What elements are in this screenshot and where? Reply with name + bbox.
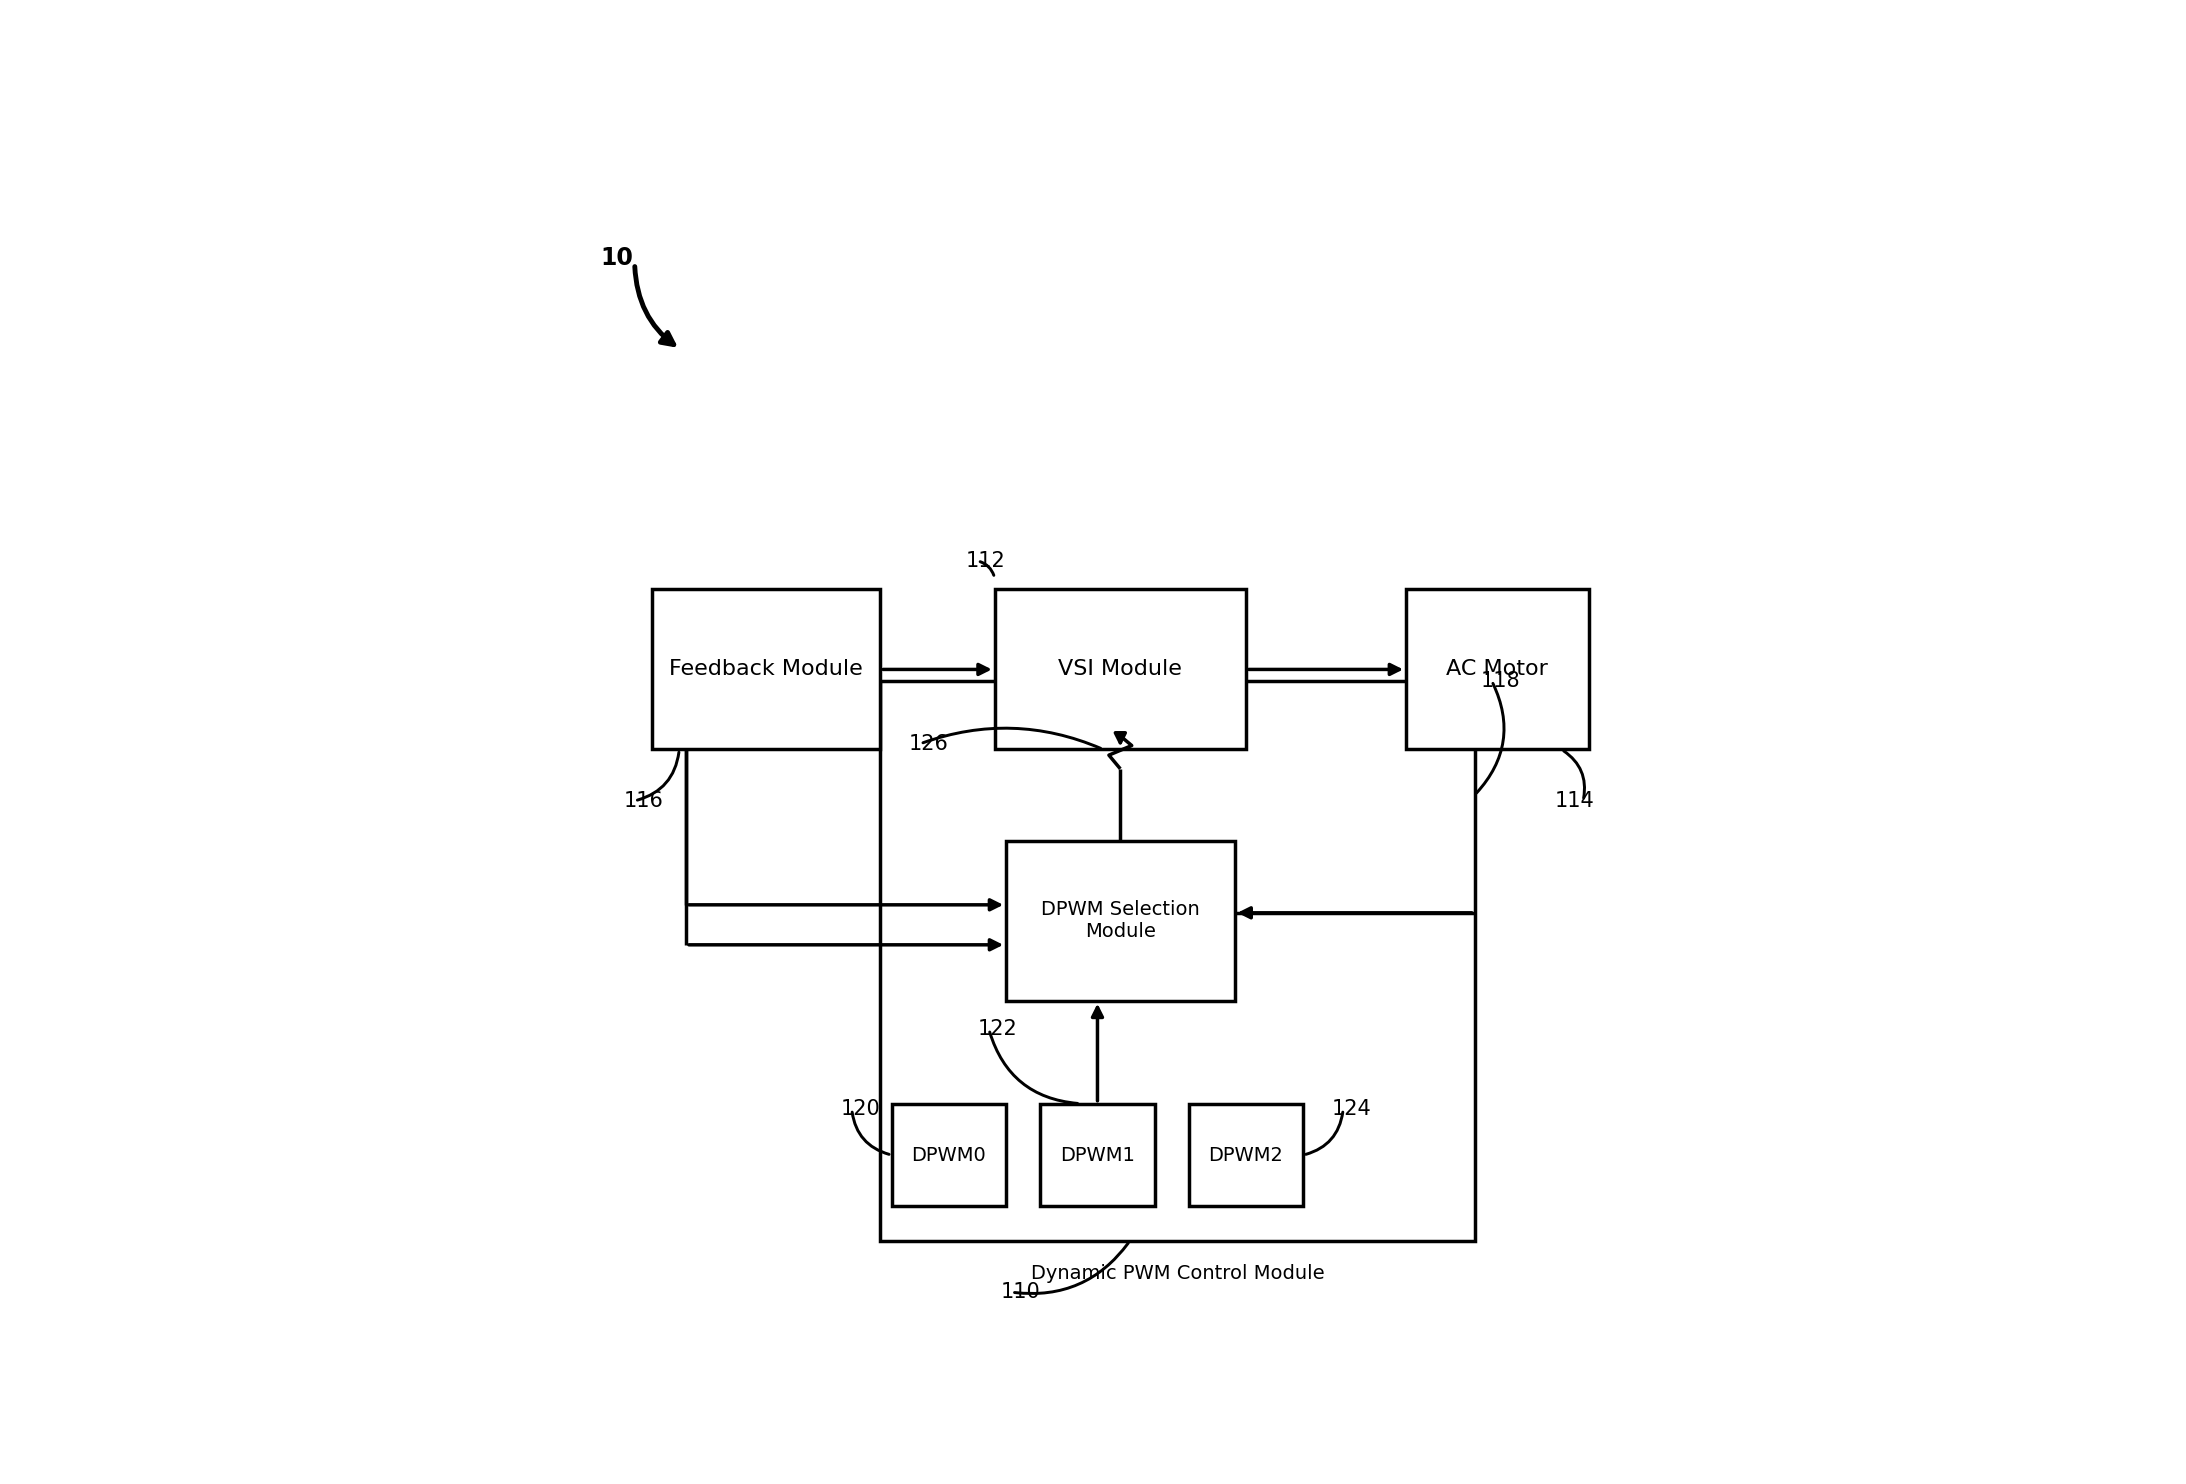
Text: 116: 116: [623, 791, 662, 810]
Bar: [1406, 589, 1589, 749]
Bar: [995, 589, 1246, 749]
Text: VSI Module: VSI Module: [1058, 659, 1183, 680]
Text: Dynamic PWM Control Module: Dynamic PWM Control Module: [1030, 1264, 1325, 1282]
Bar: [1189, 1104, 1303, 1206]
Bar: [1006, 841, 1235, 1000]
Text: DPWM1: DPWM1: [1060, 1146, 1135, 1165]
Bar: [1041, 1104, 1154, 1206]
Text: 126: 126: [909, 733, 949, 754]
Text: Feedback Module: Feedback Module: [669, 659, 863, 680]
Bar: [892, 1104, 1006, 1206]
Text: 120: 120: [839, 1100, 881, 1119]
Text: 118: 118: [1480, 671, 1519, 692]
Text: 112: 112: [966, 551, 1006, 571]
Bar: [881, 681, 1476, 1241]
Text: 114: 114: [1554, 791, 1594, 810]
Text: DPWM Selection
Module: DPWM Selection Module: [1041, 901, 1200, 941]
Text: DPWM2: DPWM2: [1209, 1146, 1283, 1165]
Text: 122: 122: [977, 1020, 1016, 1039]
Text: AC Motor: AC Motor: [1447, 659, 1548, 680]
Bar: [651, 589, 881, 749]
Text: 10: 10: [601, 246, 634, 270]
Text: DPWM0: DPWM0: [912, 1146, 986, 1165]
Text: 124: 124: [1331, 1100, 1371, 1119]
Text: 110: 110: [1001, 1282, 1041, 1301]
